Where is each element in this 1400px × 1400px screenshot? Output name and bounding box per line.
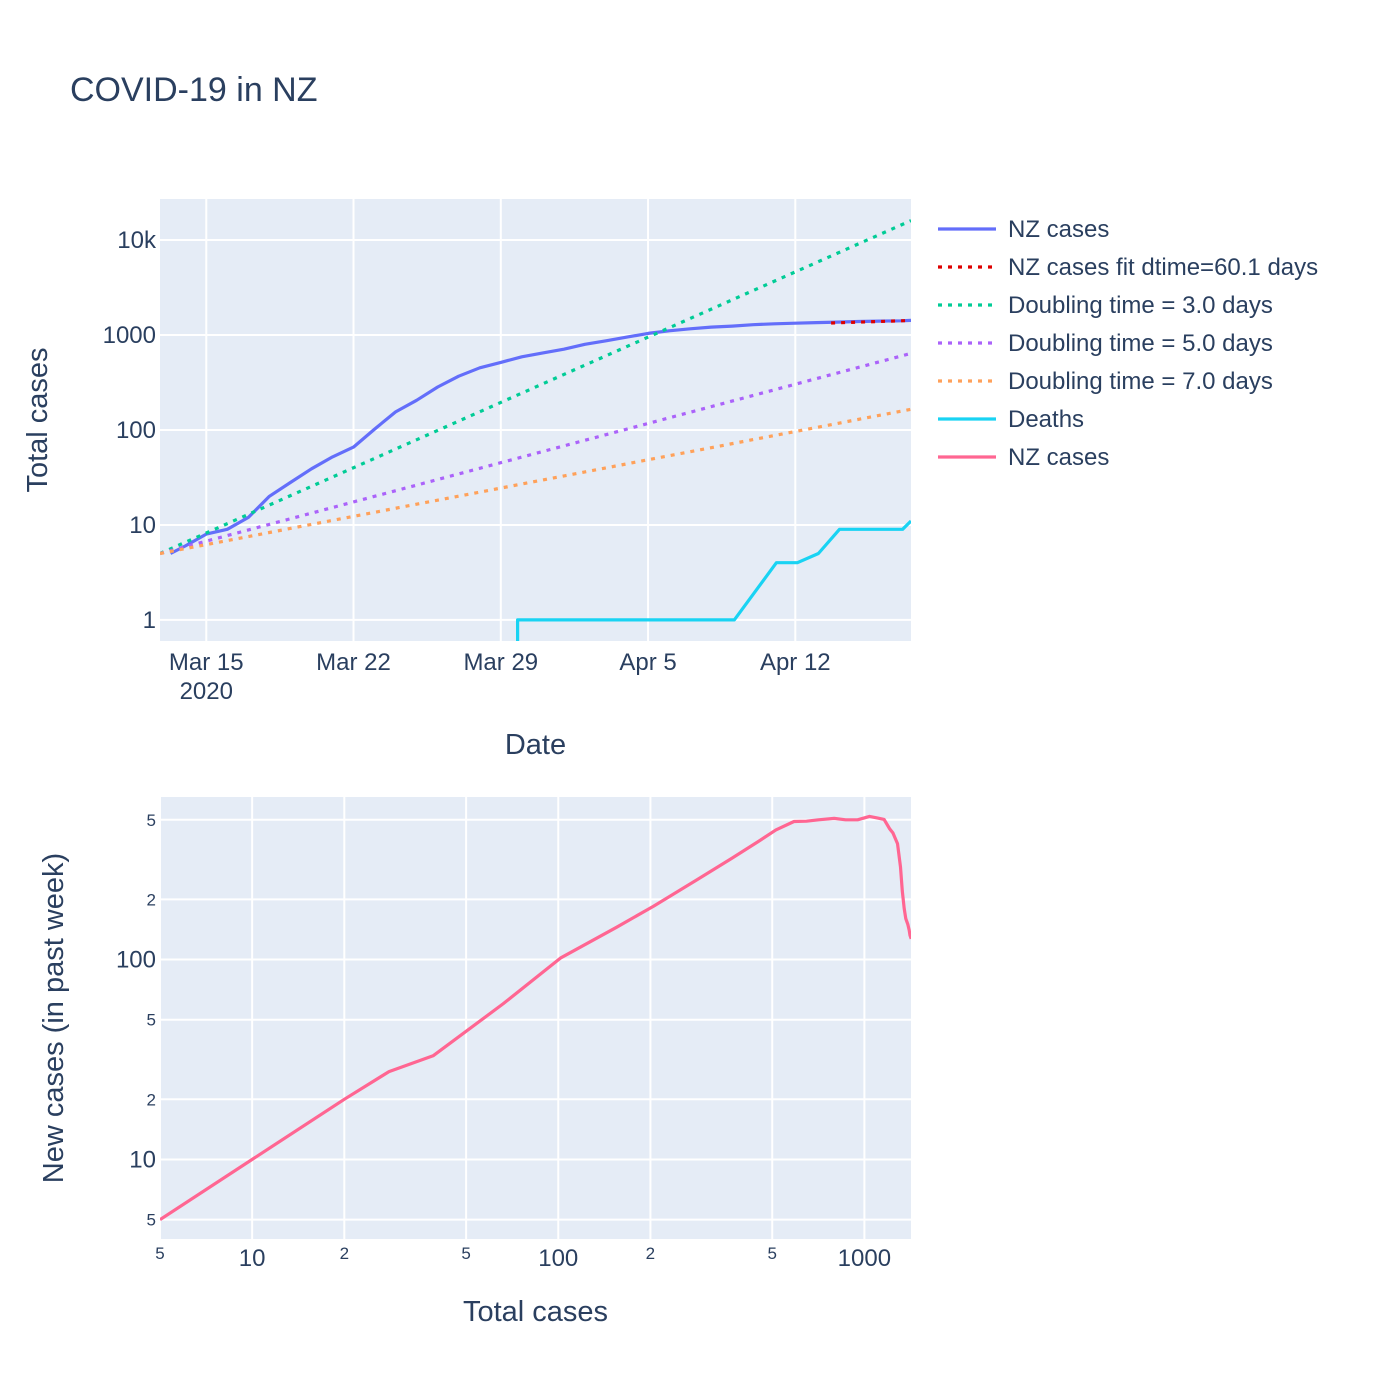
top-x-tick-label: Mar 22 bbox=[316, 649, 391, 676]
legend-label: NZ cases bbox=[1008, 216, 1109, 243]
bottom-x-tick-label: 2 bbox=[646, 1244, 655, 1263]
bottom-y-tick-label: 5 bbox=[147, 811, 156, 830]
top-y-tick-label: 1000 bbox=[103, 322, 156, 349]
series-line-2 bbox=[831, 318, 911, 325]
legend-item[interactable]: NZ cases bbox=[938, 444, 1109, 471]
legend-item[interactable]: Doubling time = 3.0 days bbox=[938, 292, 1273, 319]
legend-label: Deaths bbox=[1008, 406, 1084, 433]
bottom-y-tick-label: 5 bbox=[147, 1011, 156, 1030]
bottom-y-axis-title: New cases (in past week) bbox=[38, 853, 70, 1183]
top-y-tick-label: 100 bbox=[116, 417, 156, 444]
series-line-1 bbox=[169, 318, 911, 555]
top-y-axis-title: Total cases bbox=[22, 347, 54, 492]
bottom-plot[interactable]: 5 10 2 5 100 2 5 1000 5 10 2 5 100 2 5 Total cases New… bbox=[38, 797, 911, 1328]
bottom-x-tick-label: 5 bbox=[461, 1244, 470, 1263]
bottom-y-tick-label: 100 bbox=[116, 947, 156, 974]
bottom-plot-area bbox=[160, 797, 911, 1239]
bottom-plot-ticks: 5 10 2 5 100 2 5 1000 5 10 2 5 100 2 5 bbox=[116, 811, 891, 1272]
legend-item[interactable]: NZ cases bbox=[938, 216, 1109, 243]
top-plot-area bbox=[160, 199, 911, 641]
bottom-y-tick-label: 5 bbox=[147, 1211, 156, 1230]
legend-item[interactable]: Doubling time = 5.0 days bbox=[938, 330, 1273, 357]
chart-title: COVID-19 in NZ bbox=[70, 71, 318, 109]
top-x-tick-year: 2020 bbox=[180, 678, 233, 705]
bottom-y-tick-label: 10 bbox=[129, 1146, 156, 1173]
bottom-y-tick-label: 2 bbox=[147, 1090, 156, 1109]
series-line-3 bbox=[160, 219, 911, 555]
legend-item[interactable]: Doubling time = 7.0 days bbox=[938, 368, 1273, 395]
legend-item[interactable]: Deaths bbox=[938, 406, 1084, 433]
series-line-6 bbox=[515, 519, 911, 641]
bottom-y-tick-label: 2 bbox=[147, 890, 156, 909]
top-y-tick-label: 10k bbox=[117, 227, 157, 254]
top-y-tick-label: 10 bbox=[129, 512, 156, 539]
legend-label: Doubling time = 5.0 days bbox=[1008, 330, 1273, 357]
bottom-series-line bbox=[160, 814, 911, 1221]
top-x-axis-title: Date bbox=[505, 729, 566, 761]
bottom-plot-grid bbox=[159, 797, 911, 1239]
series-line-5 bbox=[160, 407, 911, 556]
bottom-x-tick-label: 10 bbox=[239, 1245, 266, 1272]
legend-label: NZ cases fit dtime=60.1 days bbox=[1008, 254, 1318, 281]
legend-label: Doubling time = 3.0 days bbox=[1008, 292, 1273, 319]
top-x-tick-label: Apr 12 bbox=[760, 649, 831, 676]
bottom-x-tick-label: 100 bbox=[538, 1245, 578, 1272]
top-x-tick-label: Apr 5 bbox=[619, 649, 676, 676]
top-y-tick-label: 1 bbox=[143, 607, 156, 634]
top-plot-series bbox=[160, 219, 911, 641]
legend-item[interactable]: NZ cases fit dtime=60.1 days bbox=[938, 254, 1318, 281]
bottom-plot-series bbox=[160, 814, 911, 1221]
legend-label: Doubling time = 7.0 days bbox=[1008, 368, 1273, 395]
legend[interactable]: NZ cases NZ cases fit dtime=60.1 days Doub… bbox=[938, 216, 1318, 471]
bottom-x-axis-title: Total cases bbox=[463, 1296, 608, 1328]
bottom-x-tick-label: 2 bbox=[340, 1244, 349, 1263]
bottom-x-tick-label: 1000 bbox=[838, 1245, 891, 1272]
bottom-x-tick-label: 5 bbox=[767, 1244, 776, 1263]
top-x-tick-label: Mar 29 bbox=[463, 649, 538, 676]
bottom-x-tick-label: 5 bbox=[155, 1244, 164, 1263]
legend-label: NZ cases bbox=[1008, 444, 1109, 471]
top-x-tick-label: Mar 15 bbox=[169, 649, 244, 676]
